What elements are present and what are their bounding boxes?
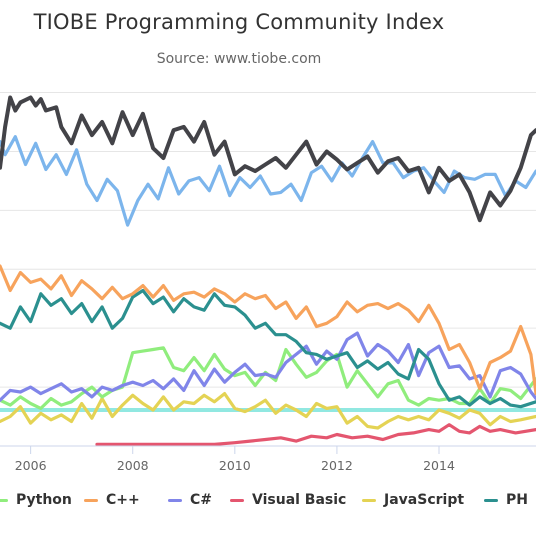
series-line-javascript	[0, 392, 536, 430]
legend-swatch	[484, 498, 498, 502]
legend-label: Visual Basic	[252, 492, 347, 508]
chart-subtitle: Source: www.tiobe.com	[156, 51, 322, 67]
x-tick-label: 2012	[321, 458, 353, 473]
x-tick-label: 2014	[423, 458, 455, 473]
legend-item-javascript[interactable]: JavaScript	[362, 492, 464, 508]
x-tick-label: 2008	[117, 458, 149, 473]
legend-item-visual-basic[interactable]: Visual Basic	[230, 492, 346, 508]
legend-swatch	[230, 498, 244, 502]
legend-label: C++	[106, 492, 140, 508]
legend-item-python[interactable]: Python	[0, 492, 72, 508]
legend-item-c-[interactable]: C++	[84, 492, 140, 508]
series-line-visual-basic	[95, 423, 536, 446]
x-tick-label: 2006	[15, 458, 47, 473]
x-axis: 200620082010201220142	[0, 445, 536, 473]
legend-label: PH	[506, 492, 528, 508]
series-line-series-0	[0, 95, 536, 223]
legend-label: JavaScript	[384, 492, 465, 508]
legend-swatch	[0, 498, 8, 502]
series-line-series-7	[0, 288, 536, 409]
chart-title: TIOBE Programming Community Index	[33, 10, 445, 34]
series-line-series-6	[0, 346, 536, 410]
series-line-c-	[0, 331, 536, 402]
series-line-series-1	[0, 135, 536, 227]
series-line-c-	[0, 264, 536, 396]
legend-label: C#	[190, 492, 213, 508]
chart-legend[interactable]: Python C++ C# Visual Basic JavaScript PH	[0, 492, 536, 516]
legend-swatch	[362, 498, 376, 502]
x-tick-label: 2010	[219, 458, 251, 473]
legend-label: Python	[16, 492, 72, 508]
legend-swatch	[168, 498, 182, 502]
legend-swatch	[84, 498, 98, 502]
series-lines	[0, 95, 536, 446]
legend-item-ph[interactable]: PH	[484, 492, 528, 508]
legend-item-c-[interactable]: C#	[168, 492, 212, 508]
